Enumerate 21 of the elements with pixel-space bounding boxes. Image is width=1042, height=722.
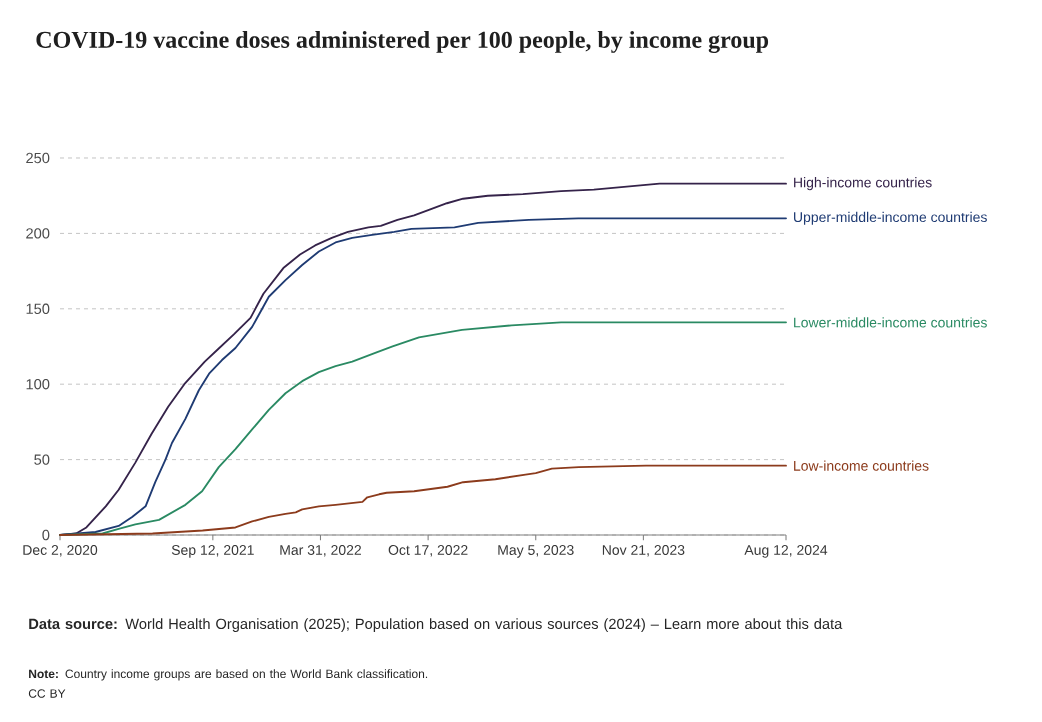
series-label: Upper-middle-income countries (794, 211, 987, 225)
y-tick-label: 100 (26, 379, 50, 390)
series-label: Lower-middle-income countries (794, 317, 987, 328)
x-tick-label: May 5, 2023 (498, 545, 574, 558)
y-tick-label: 200 (26, 228, 50, 239)
y-tick-label: 50 (34, 454, 50, 465)
x-tick-label: Oct 17, 2022 (388, 545, 468, 557)
x-tick-label: Dec 2, 2020 (23, 545, 98, 557)
x-tick-label: Aug 12, 2024 (744, 545, 828, 558)
series-label: High-income countries (794, 177, 932, 191)
text: Note: Country income groups are based on the World Bank classification. (29, 669, 428, 681)
text: Data source: World Health Organisation (2025); Population based on various sources (2024) – Learn more about this data (29, 618, 843, 632)
chart-title: COVID-19 vaccine doses administered per 100 people, by income group (36, 31, 769, 53)
x-tick-label: Nov 21, 2023 (602, 545, 685, 557)
y-tick-label: 0 (42, 529, 50, 541)
series-label: Low-income countries (794, 460, 929, 471)
x-tick-label: Mar 31, 2022 (280, 545, 361, 557)
y-tick-label: 250 (26, 152, 50, 164)
y-tick-label: 150 (26, 303, 50, 314)
text: CC BY (28, 689, 66, 698)
x-tick-label: Sep 12, 2021 (171, 545, 254, 558)
